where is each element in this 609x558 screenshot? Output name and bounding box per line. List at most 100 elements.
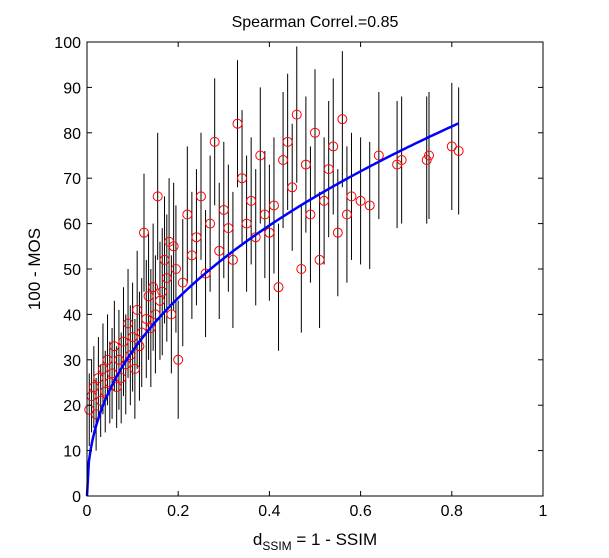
chart-title: Spearman Correl.=0.85: [232, 14, 399, 31]
data-point: [273, 282, 284, 293]
data-point: [305, 209, 316, 220]
data-point: [107, 368, 118, 379]
data-point: [118, 336, 129, 347]
x-tick-label: 1: [539, 503, 548, 520]
x-tick-label: 0.4: [258, 503, 280, 520]
data-point: [209, 136, 220, 147]
y-tick-label: 0: [72, 489, 81, 506]
data-point: [314, 254, 325, 265]
data-point: [129, 363, 140, 374]
data-point: [237, 173, 248, 184]
data-point: [453, 145, 464, 156]
data-point: [113, 354, 124, 365]
y-tick-label: 30: [63, 353, 81, 370]
error-bars: [88, 46, 460, 451]
y-axis-ticks: 0 10 20 30 40 50 60 70 80 90 100: [54, 35, 543, 506]
data-point: [346, 191, 357, 202]
y-tick-label: 90: [63, 80, 81, 97]
data-point: [328, 141, 339, 152]
data-point: [446, 141, 457, 152]
data-point: [123, 318, 134, 329]
data-point: [196, 191, 206, 202]
data-point: [287, 182, 298, 193]
data-point: [296, 264, 307, 274]
data-point: [341, 209, 352, 220]
data-point: [214, 245, 225, 256]
y-tick-label: 50: [63, 262, 81, 279]
data-point: [255, 150, 266, 161]
y-tick-label: 40: [63, 307, 81, 324]
x-tick-label: 0: [83, 503, 92, 520]
data-point: [205, 218, 216, 229]
x-axis-ticks: 0 0.2 0.4 0.6 0.8 1: [83, 42, 548, 520]
x-tick-label: 0.8: [441, 503, 463, 520]
data-points: [84, 109, 464, 420]
data-point: [154, 295, 165, 306]
x-axis-label-main: d: [253, 530, 262, 549]
x-tick-label: 0.2: [167, 503, 189, 520]
y-tick-label: 20: [63, 398, 81, 415]
data-point: [125, 350, 136, 361]
data-point: [157, 286, 168, 297]
data-point: [223, 223, 234, 234]
y-tick-label: 100: [54, 35, 81, 52]
data-point: [300, 159, 311, 170]
data-point: [246, 195, 257, 206]
data-point: [102, 354, 113, 365]
data-point: [396, 155, 407, 166]
data-point: [186, 250, 197, 261]
data-point: [177, 277, 188, 288]
data-point: [337, 114, 348, 125]
data-point: [259, 209, 270, 220]
data-point: [97, 363, 108, 374]
data-point: [227, 254, 238, 265]
data-point: [139, 227, 149, 238]
x-axis-label-rest: = 1 - SSIM: [292, 530, 378, 549]
data-point: [170, 264, 181, 274]
data-point: [232, 118, 243, 129]
data-point: [373, 150, 384, 161]
y-tick-label: 10: [63, 444, 81, 461]
data-point: [182, 209, 193, 220]
data-point: [282, 136, 293, 147]
data-point: [145, 323, 156, 334]
data-point: [88, 382, 99, 393]
data-point: [161, 273, 172, 284]
y-tick-label: 70: [63, 171, 81, 188]
data-point: [241, 218, 252, 229]
y-tick-label: 80: [63, 126, 81, 143]
data-point: [310, 127, 320, 138]
data-point: [168, 241, 179, 252]
data-point: [127, 332, 138, 343]
data-point: [364, 200, 375, 211]
data-point: [143, 291, 154, 302]
data-point: [218, 204, 229, 215]
fit-curve: [85, 122, 460, 497]
data-point: [166, 309, 177, 320]
data-point: [332, 227, 343, 238]
y-tick-label: 60: [63, 217, 81, 234]
data-point: [421, 155, 432, 166]
data-point: [152, 191, 163, 202]
y-axis-label: 100 - MOS: [25, 228, 44, 310]
data-point: [173, 354, 184, 365]
data-point: [148, 282, 159, 293]
x-tick-label: 0.6: [349, 503, 371, 520]
x-axis-label: dSSIM = 1 - SSIM: [253, 530, 377, 553]
data-point: [291, 109, 302, 120]
data-point: [150, 309, 161, 320]
data-point: [278, 155, 289, 166]
data-point: [93, 372, 104, 383]
data-point: [323, 164, 334, 175]
data-point: [319, 195, 330, 206]
data-point: [424, 150, 434, 161]
data-point: [264, 227, 275, 238]
data-point: [191, 232, 202, 243]
data-point: [141, 313, 152, 324]
data-point: [159, 254, 170, 265]
data-point: [109, 341, 120, 352]
data-point: [355, 195, 366, 206]
x-axis-label-subscript: SSIM: [262, 539, 291, 553]
data-point: [200, 268, 211, 279]
